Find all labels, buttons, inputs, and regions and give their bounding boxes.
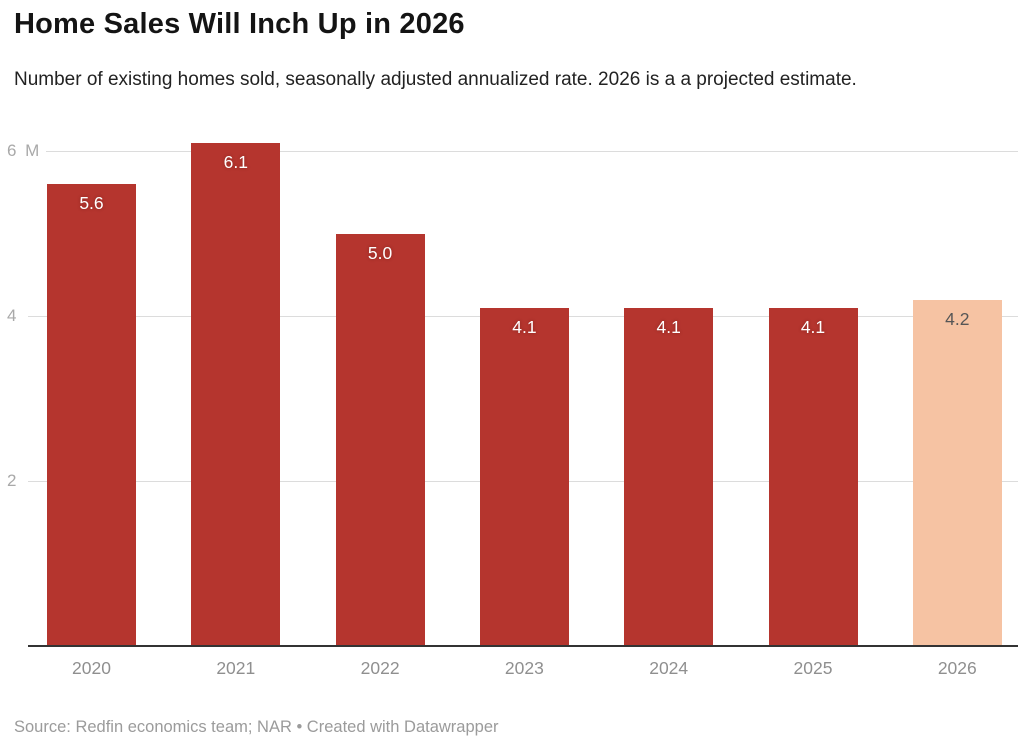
bar-2026: 4.2 <box>912 299 1002 646</box>
x-tick-label: 2022 <box>360 658 400 678</box>
chart-title: Home Sales Will Inch Up in 2026 <box>14 8 465 40</box>
gridline <box>28 151 1018 152</box>
bar-2020: 5.6 <box>47 184 136 646</box>
x-tick-label: 2021 <box>216 658 256 678</box>
y-tick-label: 6 M <box>7 141 47 161</box>
x-tick-label: 2020 <box>72 658 111 678</box>
bar-2022: 5.0 <box>335 233 425 646</box>
plot-area: 5.6 6.1 5.0 4.1 4.1 4.1 4.2 2 4 6 M <box>0 140 1024 647</box>
x-tick-label: 2026 <box>937 658 977 678</box>
bar-2023: 4.1 <box>479 307 569 646</box>
x-tick-label: 2025 <box>793 658 833 678</box>
bar-value-label: 4.1 <box>656 316 681 337</box>
bar-2024: 4.1 <box>624 307 714 646</box>
bar-value-label: 4.1 <box>800 316 826 337</box>
y-tick-label: 4 <box>7 306 24 326</box>
bar-2025: 4.1 <box>768 307 858 646</box>
x-axis-baseline <box>28 645 1018 647</box>
bar-value-label: 5.6 <box>79 193 104 213</box>
bar-value-label: 4.2 <box>945 308 970 329</box>
bar-2021: 6.1 <box>191 142 281 646</box>
chart-subtitle: Number of existing homes sold, seasonall… <box>14 69 857 90</box>
x-tick-label: 2023 <box>504 658 544 678</box>
bar-value-label: 4.1 <box>512 316 537 337</box>
source-note: Source: Redfin economics team; NAR • Cre… <box>14 718 499 736</box>
y-tick-label: 2 <box>7 471 24 491</box>
bar-value-label: 6.1 <box>223 151 248 172</box>
x-tick-label: 2024 <box>649 658 689 678</box>
bar-value-label: 5.0 <box>367 242 393 263</box>
